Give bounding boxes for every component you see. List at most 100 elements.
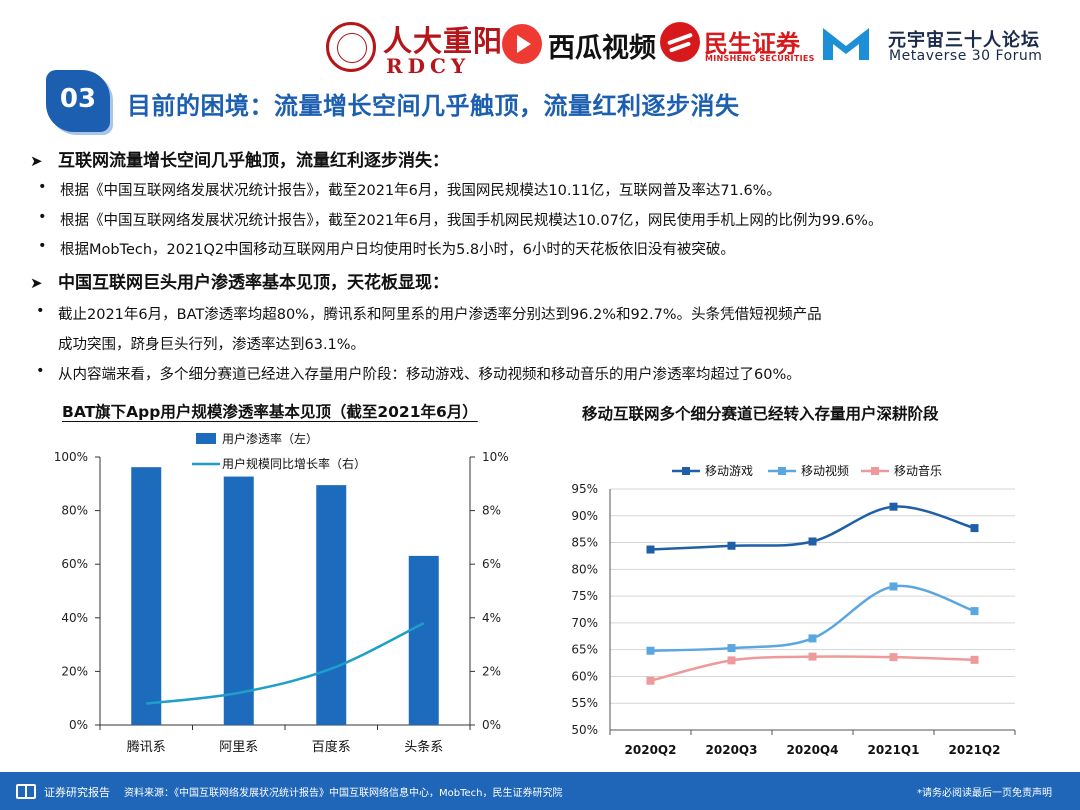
legend-swatch-bar — [196, 433, 216, 444]
bullet-dot-icon: • — [38, 179, 47, 195]
arrow-bullet-icon: ➤ — [30, 274, 43, 292]
left-axis-tick-label: 100% — [54, 450, 88, 464]
bullet-text: 根据MobTech，2021Q2中国移动互联网用户日均使用时长为5.8小时，6小… — [60, 242, 735, 258]
bullet-dot-icon: • — [36, 303, 45, 319]
series-3-point — [646, 676, 655, 685]
minsheng-logo-cn: 民生证券 — [704, 30, 800, 58]
y-axis-tick-label: 60% — [571, 669, 598, 683]
minsheng-logo-icon — [660, 22, 700, 62]
right-axis-tick-label: 2% — [482, 664, 501, 678]
right-axis-tick-label: 0% — [482, 718, 501, 732]
right-chart-title: 移动互联网多个细分赛道已经转入存量用户深耕阶段 — [582, 405, 939, 423]
minsheng-logo-en: MINSHENG SECURITIES — [705, 54, 815, 63]
y-axis-tick-label: 75% — [571, 589, 598, 603]
bat-penetration-chart: 0% 20% 40% 60% 80% 100% 0% 2% 4% 6% 8% 10% 腾讯系 阿里系 百度系… — [54, 431, 509, 755]
right-axis-tick-label: 8% — [482, 504, 501, 518]
series-3-point — [727, 656, 736, 665]
bullet-item: • 从内容端来看，多个细分赛道已经进入存量用户阶段：移动游戏、移动视频和移动音乐的… — [36, 363, 801, 384]
bullet-text: 成功突围，跻身巨头行列，渗透率达到63.1%。 — [58, 337, 366, 353]
left-axis-tick-label: 40% — [61, 611, 88, 625]
series-3-point — [970, 655, 979, 664]
bar-3 — [316, 485, 347, 725]
section-number: 03 — [59, 84, 97, 114]
bullet-item: • 根据《中国互联网络发展状况统计报告》，截至2021年6月，我国手机网民规模达1… — [38, 209, 883, 230]
x-axis-category-label: 百度系 — [312, 739, 351, 755]
page-title: 目前的困境：流量增长空间几乎触顶，流量红利逐步消失 — [127, 92, 740, 120]
right-axis-tick-label: 10% — [482, 450, 509, 464]
x-axis-category-label: 头条系 — [404, 739, 443, 755]
bullet-text: 截止2021年6月，BAT渗透率均超80%，腾讯系和阿里系的用户渗透率分别达到9… — [58, 307, 822, 323]
section-heading-1: ➤ 互联网流量增长空间几乎触顶，流量红利逐步消失： — [30, 146, 449, 171]
series-1-point — [727, 541, 736, 550]
series-1-point — [646, 545, 655, 554]
x-axis-category-label: 2020Q3 — [706, 743, 758, 757]
x-axis-category-label: 阿里系 — [219, 740, 258, 755]
xigua-play-icon — [502, 24, 542, 64]
legend-label-bar: 用户渗透率（左） — [222, 431, 318, 446]
x-axis-category-label: 2021Q2 — [949, 743, 1001, 757]
bullet-continuation: 成功突围，跻身巨头行列，渗透率达到63.1%。 — [58, 333, 365, 354]
rdcy-seal-icon — [326, 22, 376, 72]
y-axis-tick-label: 90% — [571, 509, 598, 523]
y-axis-tick-label: 95% — [571, 482, 598, 496]
metaverse-m-icon — [823, 28, 869, 60]
bullet-dot-icon: • — [38, 209, 47, 225]
right-axis-tick-label: 6% — [482, 557, 501, 571]
section-number-badge: 03 — [46, 70, 110, 132]
series-3-point — [808, 652, 817, 661]
series-2-point — [889, 582, 898, 591]
y-axis-tick-label: 65% — [571, 643, 598, 657]
footer-label: 证券研究报告 — [44, 786, 110, 799]
right-axis-tick-label: 4% — [482, 611, 501, 625]
left-chart-title: BAT旗下App用户规模渗透率基本见顶（截至2021年6月） — [62, 403, 478, 421]
left-axis-tick-label: 0% — [69, 718, 88, 732]
bullet-item: • 截止2021年6月，BAT渗透率均超80%，腾讯系和阿里系的用户渗透率分别达到… — [36, 303, 822, 324]
y-axis-tick-label: 85% — [571, 536, 598, 550]
legend-marker-1 — [682, 467, 690, 475]
footer-bar: 证券研究报告 资料来源：《中国互联网络发展状况统计报告》中国互联网络信息中心，M… — [0, 772, 1080, 810]
forum-logo-cn: 元宇宙三十人论坛 — [888, 30, 1040, 51]
footer-disclaimer: *请务必阅读最后一页免责声明 — [917, 788, 1052, 799]
bullet-text: 从内容端来看，多个细分赛道已经进入存量用户阶段：移动游戏、移动视频和移动音乐的用… — [58, 367, 801, 383]
legend-marker-3 — [871, 467, 879, 475]
section-heading-text: 互联网流量增长空间几乎触顶，流量红利逐步消失： — [58, 151, 449, 171]
series-3-point — [889, 653, 898, 662]
bar-4 — [408, 555, 439, 725]
series-2-point — [970, 607, 979, 616]
bar-2 — [223, 476, 254, 725]
series-1-point — [970, 524, 979, 533]
footer-source: 资料来源：《中国互联网络发展状况统计报告》中国互联网络信息中心，MobTech，… — [124, 788, 563, 799]
forum-logo-en: Metaverse 30 Forum — [889, 48, 1043, 64]
left-axis-tick-label: 80% — [61, 504, 88, 518]
series-1-point — [889, 502, 898, 511]
bar-1 — [131, 467, 162, 725]
legend-label-1: 移动游戏 — [705, 464, 753, 478]
y-axis-tick-label: 55% — [571, 696, 598, 710]
y-axis-tick-label: 80% — [571, 562, 598, 576]
logo-bar: 人大重阳 RDCY 西瓜视频 民生证券 MINSHENG SECURITIES … — [0, 12, 1080, 82]
bullet-item: • 根据《中国互联网络发展状况统计报告》，截至2021年6月，我国网民规模达10.… — [38, 179, 781, 200]
bullet-item: • 根据MobTech，2021Q2中国移动互联网用户日均使用时长为5.8小时，6… — [38, 238, 735, 259]
legend-label-3: 移动音乐 — [894, 463, 942, 478]
section-heading-text: 中国互联网巨头用户渗透率基本见顶，天花板显现： — [58, 273, 449, 293]
arrow-bullet-icon: ➤ — [30, 152, 43, 170]
left-axis-tick-label: 60% — [61, 557, 88, 571]
mobile-segments-chart: 50% 55% 60% 65% 70% 75% 80% 85% 90% 95% 2020Q2 2020… — [571, 463, 1016, 757]
xigua-logo-text: 西瓜视频 — [548, 33, 656, 64]
x-axis-category-label: 2020Q2 — [625, 743, 677, 757]
bullet-dot-icon: • — [38, 238, 47, 254]
legend-label-line: 用户规模同比增长率（右） — [222, 456, 366, 471]
legend-marker-2 — [778, 467, 786, 475]
y-axis-tick-label: 70% — [571, 616, 598, 630]
bullet-text: 根据《中国互联网络发展状况统计报告》，截至2021年6月，我国网民规模达10.1… — [60, 183, 781, 199]
series-2-point — [808, 634, 817, 643]
series-2-point — [646, 646, 655, 655]
y-axis-tick-label: 50% — [571, 723, 598, 737]
left-axis-tick-label: 20% — [61, 664, 88, 678]
legend-label-2: 移动视频 — [801, 463, 849, 478]
series-2-point — [727, 644, 736, 653]
x-axis-category-label: 腾讯系 — [127, 739, 166, 755]
bullet-text: 根据《中国互联网络发展状况统计报告》，截至2021年6月，我国手机网民规模达10… — [60, 213, 883, 229]
series-1-point — [808, 537, 817, 546]
x-axis-category-label: 2020Q4 — [787, 743, 839, 757]
